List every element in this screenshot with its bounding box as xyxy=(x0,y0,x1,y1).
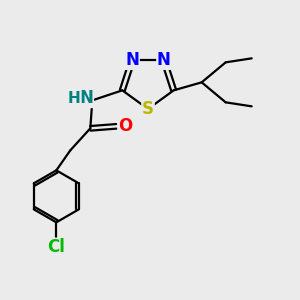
Text: N: N xyxy=(125,51,139,69)
Text: Cl: Cl xyxy=(47,238,65,256)
Text: O: O xyxy=(118,117,132,135)
Text: H: H xyxy=(68,91,81,106)
Text: N: N xyxy=(80,89,93,107)
Text: S: S xyxy=(142,100,154,118)
Text: N: N xyxy=(157,51,171,69)
